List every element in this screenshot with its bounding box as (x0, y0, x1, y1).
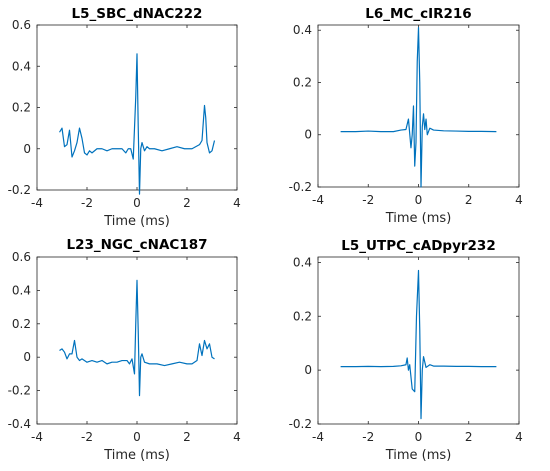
subplot-title: L5_UTPC_cADpyr232 (341, 238, 495, 254)
x-tick-label: -4 (31, 196, 43, 210)
x-axis-label: Time (ms) (103, 448, 170, 463)
y-tick-label: 0 (304, 363, 312, 377)
y-tick-label: -0.2 (8, 183, 31, 197)
x-axis-label: Time (ms) (385, 211, 452, 226)
y-tick-label: 0 (304, 128, 312, 142)
x-tick-label: 0 (415, 430, 423, 444)
subplot-1: L5_SBC_dNAC222 Time (ms) -4 -2 0 2 4 -0.2 0 0.2… (8, 6, 241, 229)
x-tick-label: -2 (362, 193, 374, 207)
x-tick-label: -2 (362, 430, 374, 444)
x-tick-label: 2 (183, 196, 191, 210)
x-tick-label: 4 (233, 196, 241, 210)
subplot-4: L5_UTPC_cADpyr232 Time (ms) -4 -2 0 2 4 -0.2 0… (289, 238, 523, 463)
subplot-2: L6_MC_cIR216 Time (ms) -4 -2 0 2 4 -0.2 0 0.2 0.… (289, 6, 523, 226)
axes-box (36, 24, 238, 191)
y-tick-label: 0.2 (293, 75, 312, 89)
x-tick-label: 4 (233, 430, 241, 444)
y-tick-label: 0 (23, 142, 31, 156)
x-tick-label: 0 (133, 196, 141, 210)
series-line (59, 279, 215, 397)
x-tick-label: -2 (81, 196, 93, 210)
x-tick-label: -4 (312, 430, 324, 444)
axes-box (317, 24, 520, 188)
x-tick-label: -4 (312, 193, 324, 207)
y-tick-label: -0.4 (8, 417, 31, 431)
y-tick-label: 0.4 (293, 23, 312, 37)
subplot-3: L23_NGC_cNAC187 Time (ms) -4 -2 0 2 4 -0.4 -0.… (8, 237, 241, 463)
y-tick-label: 0.2 (12, 101, 31, 115)
x-tick-label: 4 (515, 193, 523, 207)
y-tick-label: -0.2 (8, 384, 31, 398)
y-tick-label: 0 (23, 350, 31, 364)
y-tick-label: 0.4 (12, 59, 31, 73)
series-line (58, 53, 216, 195)
subplot-title: L6_MC_cIR216 (365, 6, 471, 22)
x-tick-label: 2 (465, 430, 473, 444)
x-tick-label: 0 (133, 430, 141, 444)
y-tick-label: -0.2 (289, 417, 312, 431)
y-tick-label: 0.4 (293, 255, 312, 269)
subplot-title: L5_SBC_dNAC222 (72, 6, 203, 22)
y-tick-label: 0.6 (12, 18, 31, 32)
x-axis-label: Time (ms) (385, 448, 452, 463)
x-tick-label: 2 (465, 193, 473, 207)
x-tick-label: 0 (415, 193, 423, 207)
x-tick-label: -2 (81, 430, 93, 444)
x-axis-label: Time (ms) (103, 214, 170, 229)
series-line (340, 269, 497, 420)
y-tick-label: 0.2 (12, 317, 31, 331)
x-tick-label: 4 (515, 430, 523, 444)
series-line (340, 27, 497, 188)
y-tick-label: -0.2 (289, 180, 312, 194)
subplot-title: L23_NGC_cNAC187 (66, 237, 207, 253)
x-tick-label: -4 (31, 430, 43, 444)
y-tick-label: 0.4 (12, 283, 31, 297)
y-tick-label: 0.2 (293, 309, 312, 323)
x-tick-label: 2 (183, 430, 191, 444)
y-tick-label: 0.6 (12, 250, 31, 264)
